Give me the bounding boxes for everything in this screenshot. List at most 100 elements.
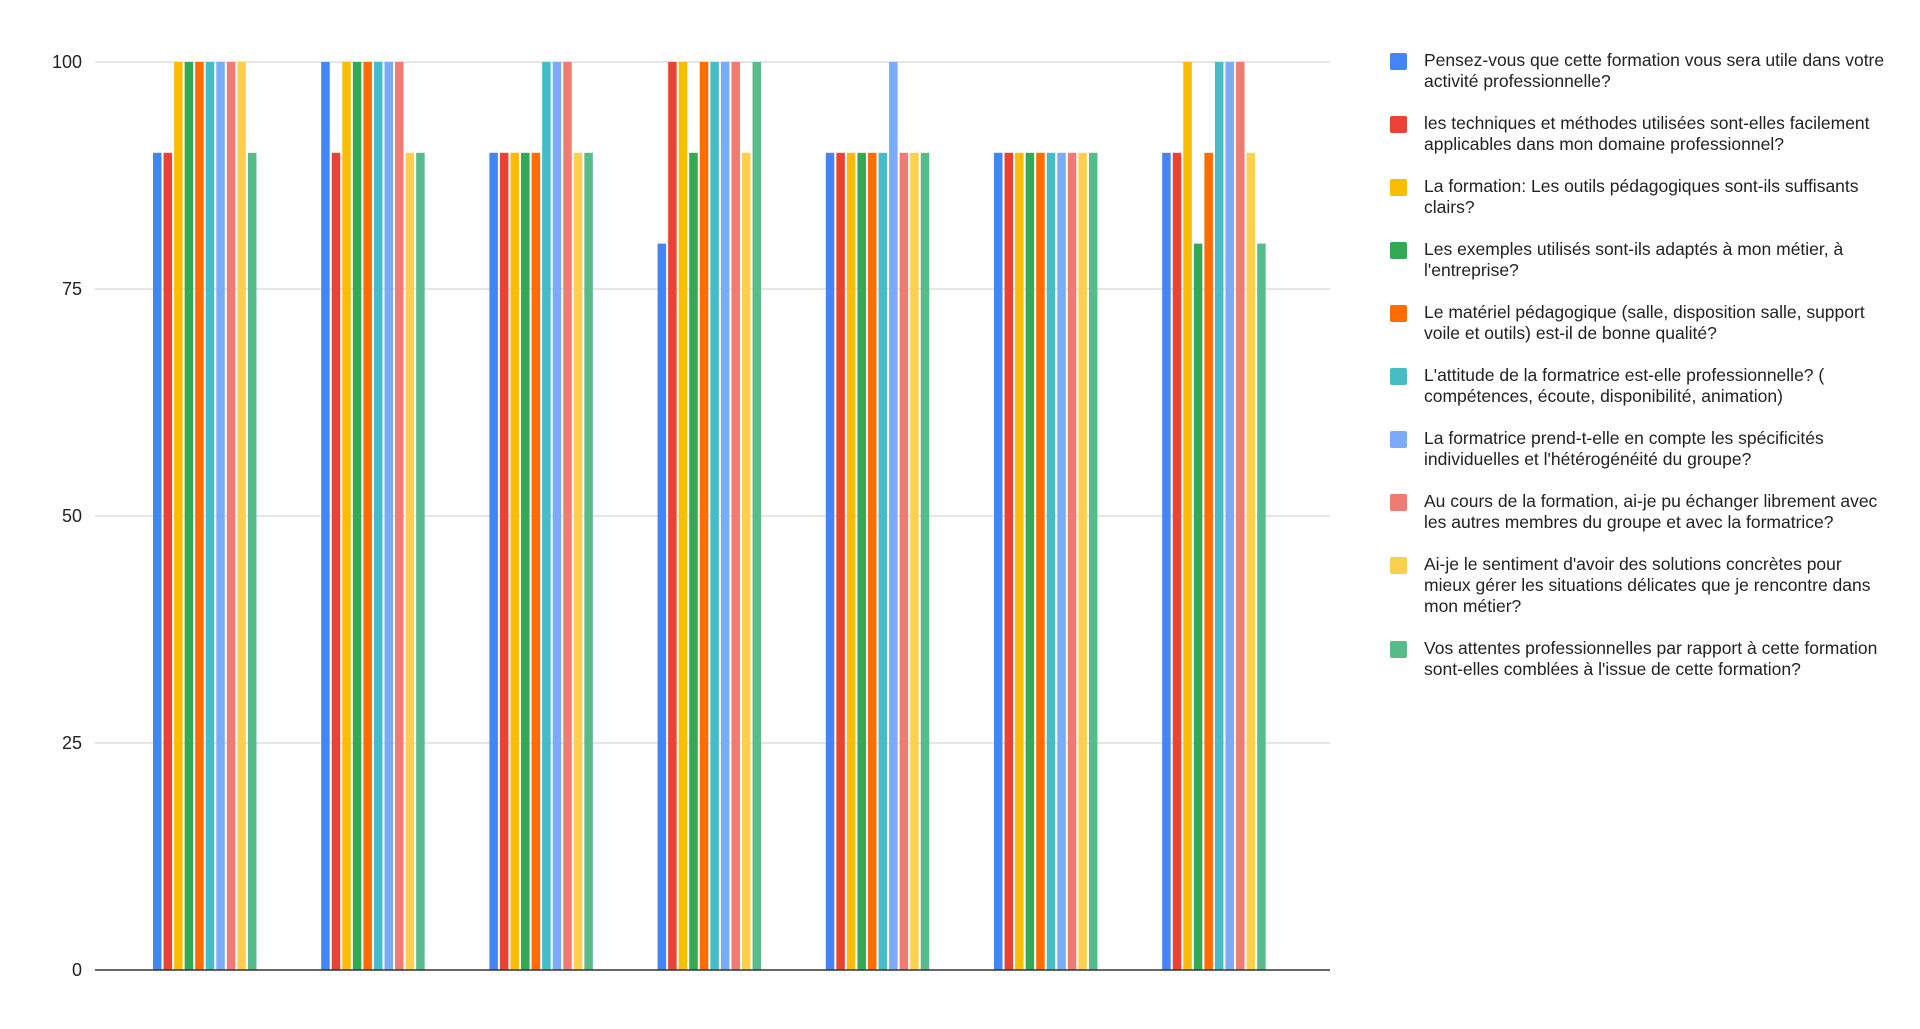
bar — [899, 152, 909, 971]
bar — [563, 62, 572, 970]
bar — [731, 62, 740, 970]
legend-label: les techniques et méthodes utilisées son… — [1424, 113, 1870, 154]
bar — [237, 62, 246, 970]
legend-swatch — [1390, 557, 1407, 574]
legend-swatch — [1390, 179, 1407, 196]
bar — [710, 62, 719, 970]
legend-swatch — [1390, 116, 1407, 133]
bar — [994, 152, 1003, 971]
bar — [1193, 243, 1203, 971]
legend-item: Au cours de la formation, ai-je pu échan… — [1390, 491, 1890, 533]
bar — [920, 152, 930, 971]
bar — [1172, 152, 1182, 971]
bar — [405, 152, 415, 971]
legend: Pensez-vous que cette formation vous ser… — [1390, 50, 1890, 701]
bar — [1257, 243, 1266, 971]
y-tick-label: 50 — [62, 506, 82, 526]
bar — [153, 152, 162, 971]
bar — [205, 62, 215, 970]
bar — [752, 62, 762, 970]
bar — [1246, 152, 1256, 971]
legend-item: La formation: Les outils pédagogiques so… — [1390, 176, 1890, 218]
bar — [1078, 152, 1087, 971]
legend-label: La formation: Les outils pédagogiques so… — [1424, 176, 1859, 217]
bar — [174, 62, 183, 970]
bar — [1214, 62, 1224, 970]
bar — [1015, 152, 1024, 971]
y-tick-label: 0 — [72, 960, 82, 980]
legend-label: Ai-je le sentiment d'avoir des solutions… — [1424, 554, 1871, 616]
legend-item: Les exemples utilisés sont-ils adaptés à… — [1390, 239, 1890, 281]
legend-item: L'attitude de la formatrice est-elle pro… — [1390, 365, 1890, 407]
legend-label: Au cours de la formation, ai-je pu échan… — [1424, 491, 1878, 532]
bar — [195, 62, 204, 970]
legend-label: Vos attentes professionnelles par rappor… — [1424, 638, 1878, 679]
legend-swatch — [1390, 641, 1407, 658]
legend-label: L'attitude de la formatrice est-elle pro… — [1424, 365, 1825, 406]
bar — [1088, 152, 1098, 971]
bar — [910, 152, 919, 971]
bar — [510, 152, 519, 971]
legend-item: Ai-je le sentiment d'avoir des solutions… — [1390, 554, 1890, 617]
bar — [857, 152, 866, 971]
legend-swatch — [1390, 305, 1407, 322]
y-tick-label: 75 — [62, 279, 82, 299]
legend-label: Le matériel pédagogique (salle, disposit… — [1424, 302, 1865, 343]
legend-label: La formatrice prend-t-elle en compte les… — [1424, 428, 1824, 469]
bar — [552, 62, 562, 970]
y-tick-label: 100 — [52, 52, 82, 72]
legend-label: Pensez-vous que cette formation vous ser… — [1424, 50, 1885, 91]
bar — [342, 62, 351, 970]
bar — [573, 152, 583, 971]
bar — [416, 152, 425, 971]
bars — [153, 62, 1266, 971]
bar — [720, 62, 730, 970]
bar — [1057, 152, 1066, 971]
bar — [395, 62, 404, 970]
bar — [657, 243, 667, 971]
bar — [331, 152, 341, 971]
bar — [742, 152, 751, 971]
bar — [1204, 152, 1213, 971]
bar — [373, 62, 383, 970]
bar — [584, 152, 593, 971]
legend-swatch — [1390, 431, 1407, 448]
bar — [542, 62, 551, 970]
bar — [489, 152, 498, 971]
legend-swatch — [1390, 368, 1407, 385]
bar — [531, 152, 541, 971]
axes: 0 25 50 75 100 — [52, 52, 1330, 980]
legend-item: Le matériel pédagogique (salle, disposit… — [1390, 302, 1890, 344]
bar — [836, 152, 845, 971]
bar — [1183, 62, 1192, 970]
legend-item: Vos attentes professionnelles par rappor… — [1390, 638, 1890, 680]
bar — [878, 152, 888, 971]
y-tick-label: 25 — [62, 733, 82, 753]
bar — [1225, 62, 1234, 970]
bar — [689, 152, 698, 971]
bar — [846, 152, 856, 971]
bar — [352, 62, 362, 970]
bar — [678, 62, 688, 970]
legend-item: La formatrice prend-t-elle en compte les… — [1390, 428, 1890, 470]
legend-item: Pensez-vous que cette formation vous ser… — [1390, 50, 1890, 92]
legend-swatch — [1390, 53, 1407, 70]
bar — [1004, 152, 1014, 971]
bar — [668, 62, 677, 970]
bar — [889, 62, 898, 970]
bar — [1025, 152, 1035, 971]
bar — [384, 62, 393, 970]
bar — [1046, 152, 1056, 971]
bar — [1036, 152, 1045, 971]
bar — [163, 152, 173, 971]
legend-swatch — [1390, 242, 1407, 259]
bar — [321, 62, 330, 970]
bar — [226, 62, 236, 970]
bar — [521, 152, 530, 971]
bar — [247, 152, 257, 971]
bar — [699, 62, 709, 970]
bar — [216, 62, 225, 970]
legend-label: Les exemples utilisés sont-ils adaptés à… — [1424, 239, 1844, 280]
bar — [868, 152, 877, 971]
bar — [363, 62, 372, 970]
